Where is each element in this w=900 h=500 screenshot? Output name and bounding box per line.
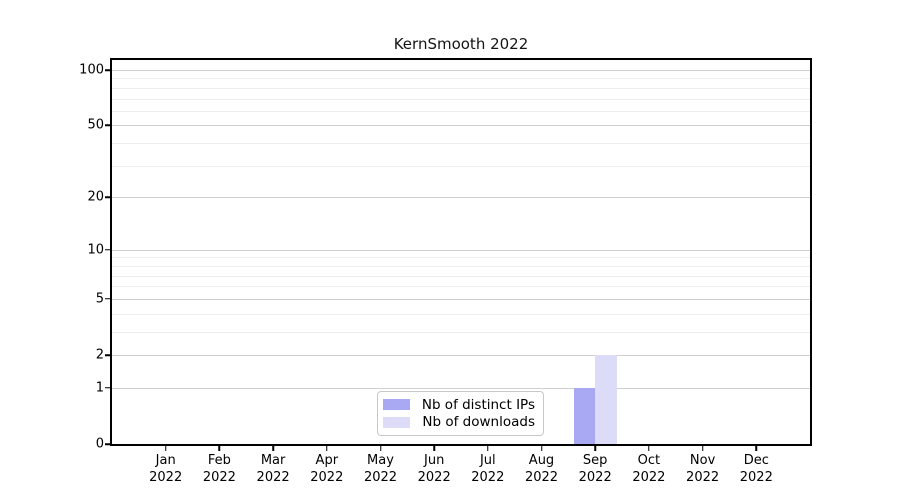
gridline-minor [112, 165, 810, 167]
x-axis-tick-mark [487, 446, 489, 451]
y-axis-tick-label: 5 [95, 291, 104, 307]
legend-label: Nb of distinct IPs [421, 396, 535, 413]
x-axis-tick-label: Feb 2022 [202, 453, 236, 485]
legend-label: Nb of downloads [422, 414, 535, 431]
chart-title: KernSmooth 2022 [393, 35, 529, 53]
x-axis-tick-mark [433, 446, 435, 451]
x-axis-tick-label: Sep 2022 [578, 453, 612, 485]
x-axis-tick-mark [326, 446, 328, 451]
y-axis-tick-mark [105, 69, 110, 71]
y-axis-tick-mark [105, 124, 110, 127]
gridline-major [112, 249, 810, 251]
gridline-minor [112, 265, 810, 267]
y-axis-tick-label: 2 [95, 347, 104, 363]
x-axis-tick-label: Aug 2022 [524, 453, 559, 485]
y-axis-tick-mark [105, 387, 110, 389]
bar-distinct-ips [573, 387, 596, 444]
legend-swatch [382, 399, 410, 411]
x-axis-tick-label: Apr 2022 [310, 453, 344, 485]
x-axis-tick-mark [218, 446, 221, 451]
y-axis-tick-mark [105, 298, 110, 300]
y-axis-tick-mark [105, 354, 110, 356]
x-axis-tick-mark [648, 446, 650, 451]
y-axis-tick-label: 20 [87, 189, 104, 205]
x-axis-tick-mark [164, 446, 167, 451]
gridline-minor [112, 286, 810, 288]
gridline-major [112, 197, 810, 199]
gridline-major [112, 387, 810, 389]
legend-item: Nb of downloads [383, 414, 535, 431]
gridline-minor [112, 257, 810, 259]
x-axis-tick-label: Jun 2022 [417, 453, 451, 485]
gridline-minor [112, 313, 810, 315]
x-axis-tick-label: Dec 2022 [739, 453, 773, 485]
x-axis-tick-label: Nov 2022 [686, 453, 720, 485]
y-axis-tick-label: 0 [95, 436, 104, 452]
x-axis-tick-mark [701, 446, 704, 451]
y-axis-tick-label: 1 [95, 380, 104, 396]
x-axis-tick-label: Jul 2022 [471, 453, 505, 485]
gridline-minor [112, 143, 810, 145]
y-axis-tick-mark [105, 248, 110, 251]
gridline-minor [112, 78, 810, 80]
gridline-minor [112, 275, 810, 277]
y-axis-tick-mark [105, 196, 110, 199]
y-axis-tick-label: 100 [79, 62, 104, 78]
y-axis-tick-label: 50 [87, 117, 104, 133]
x-axis-tick-mark [594, 446, 596, 451]
legend-swatch [383, 416, 411, 428]
x-axis-tick-mark [755, 446, 758, 451]
x-axis-tick-label: Jan 2022 [149, 453, 183, 485]
x-axis-tick-mark [272, 446, 274, 451]
x-axis-tick-label: Oct 2022 [632, 453, 666, 485]
gridline-major [112, 355, 810, 356]
legend: Nb of distinct IPs Nb of downloads [377, 391, 544, 436]
gridline-minor [112, 331, 810, 333]
gridline-major [112, 125, 810, 127]
gridline-major [112, 298, 810, 300]
x-axis-tick-label: Mar 2022 [256, 453, 290, 485]
gridline-minor [112, 110, 810, 112]
x-axis-tick-mark [379, 446, 382, 451]
y-axis-tick-label: 10 [87, 242, 104, 258]
gridline-minor [112, 87, 810, 89]
x-axis-tick-label: May 2022 [363, 453, 398, 485]
gridline-major [112, 70, 810, 71]
x-axis-tick-mark [540, 446, 543, 451]
y-axis-tick-mark [105, 443, 110, 445]
legend-item: Nb of distinct IPs [382, 396, 535, 413]
bar-downloads [595, 355, 617, 444]
gridline-minor [112, 98, 810, 100]
